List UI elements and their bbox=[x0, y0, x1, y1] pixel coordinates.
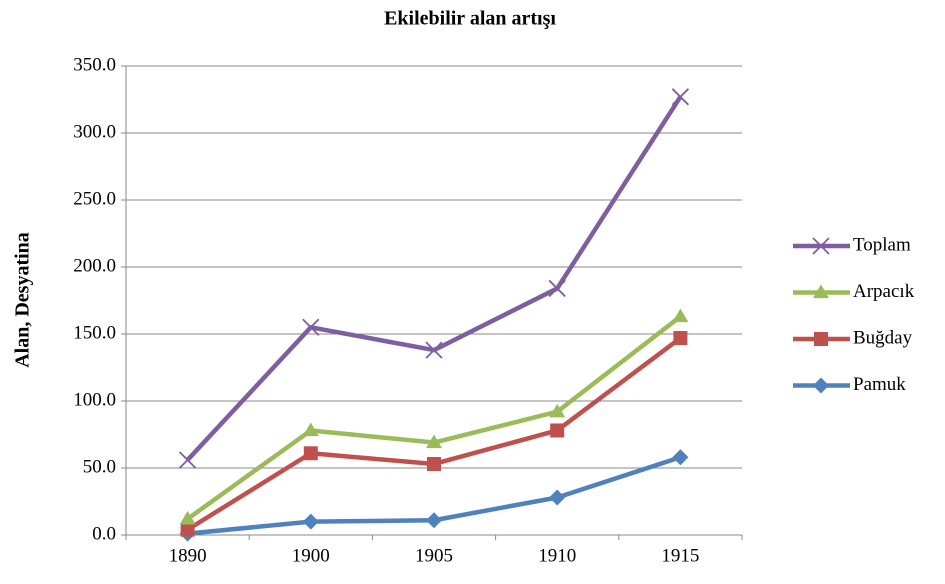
data-point bbox=[179, 510, 196, 525]
data-point bbox=[549, 489, 566, 506]
x-tick-label: 1900 bbox=[292, 545, 330, 566]
data-point bbox=[672, 449, 689, 466]
legend-label: Toplam bbox=[853, 234, 911, 255]
data-point bbox=[178, 451, 197, 469]
legend-marker bbox=[813, 284, 829, 299]
data-point bbox=[302, 422, 319, 437]
x-tick-label: 1910 bbox=[538, 545, 576, 566]
legend-label: Arpacık bbox=[853, 281, 915, 302]
data-point bbox=[425, 341, 443, 359]
data-point bbox=[427, 456, 441, 471]
data-point bbox=[550, 423, 565, 438]
legend-marker bbox=[813, 377, 829, 394]
y-tick-label: 350.0 bbox=[73, 54, 116, 75]
data-point bbox=[549, 403, 566, 418]
x-tick-label: 1890 bbox=[169, 545, 207, 566]
y-tick-label: 50.0 bbox=[83, 456, 116, 477]
data-point bbox=[180, 522, 195, 537]
y-tick-label: 150.0 bbox=[73, 322, 116, 343]
y-tick-label: 300.0 bbox=[73, 121, 116, 142]
data-point bbox=[671, 88, 690, 106]
y-tick-label: 200.0 bbox=[73, 255, 116, 276]
data-point bbox=[302, 513, 319, 530]
x-tick-label: 1905 bbox=[415, 545, 453, 566]
series-line bbox=[185, 95, 683, 462]
legend-marker bbox=[814, 332, 828, 346]
chart-title: Ekilebilir alan artışı bbox=[384, 8, 556, 30]
y-tick-label: 100.0 bbox=[73, 389, 116, 410]
legend-label: Buğday bbox=[853, 327, 913, 348]
y-tick-label: 250.0 bbox=[73, 188, 116, 209]
legend-label: Pamuk bbox=[853, 374, 906, 395]
data-point bbox=[426, 512, 442, 529]
y-axis-label: Alan, Desyatina bbox=[12, 232, 34, 368]
y-tick-label: 0.0 bbox=[92, 523, 116, 544]
data-point bbox=[673, 331, 688, 346]
series-line bbox=[186, 314, 682, 521]
series-line bbox=[186, 336, 682, 532]
data-point bbox=[302, 318, 320, 336]
data-point bbox=[672, 308, 689, 323]
legend-marker bbox=[812, 237, 830, 255]
x-tick-label: 1915 bbox=[661, 545, 699, 566]
data-point bbox=[303, 446, 318, 461]
data-point bbox=[426, 434, 442, 449]
data-point bbox=[548, 279, 566, 298]
